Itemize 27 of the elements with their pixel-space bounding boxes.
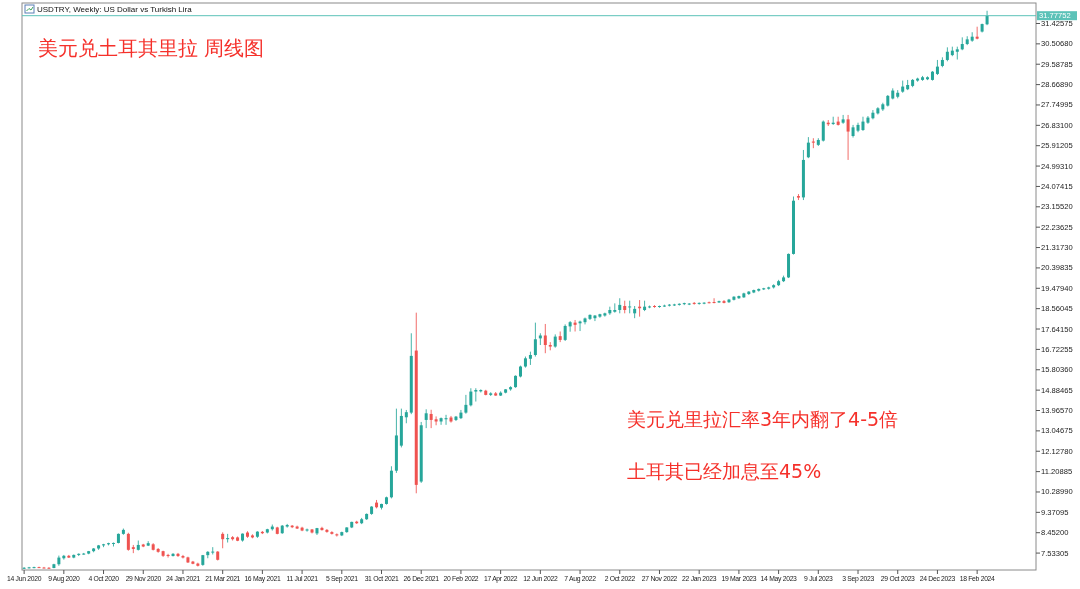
annotation: 美元兑里拉汇率3年内翻了4-5倍 <box>627 408 899 430</box>
candlestick <box>464 394 468 415</box>
candlestick <box>469 387 473 407</box>
candlestick <box>166 553 170 559</box>
candlestick <box>424 408 428 429</box>
candlestick <box>841 114 845 125</box>
candlestick <box>975 26 979 40</box>
text: 美元兑土耳其里拉 周线图 <box>38 36 265 60</box>
candlestick <box>444 414 448 426</box>
candlestick <box>474 387 478 403</box>
candlestick <box>568 320 572 333</box>
candlestick <box>821 119 825 143</box>
annotation: 土耳其已经加息至45% <box>627 460 822 482</box>
candlestick <box>533 322 537 358</box>
candlestick <box>712 297 716 304</box>
candlestick <box>543 323 547 354</box>
candlestick <box>325 528 329 534</box>
candlestick <box>335 532 339 538</box>
candlestick <box>787 252 791 279</box>
candlestick <box>429 409 433 429</box>
candlestick <box>330 530 334 536</box>
chart-subtitle: USDTRY, Weekly: US Dollar vs Turkish Lira <box>37 5 193 14</box>
candlestick <box>846 114 850 161</box>
candlestick <box>702 301 706 305</box>
candlestick <box>806 136 810 159</box>
candlestick <box>811 137 815 149</box>
candlestick <box>439 417 443 426</box>
